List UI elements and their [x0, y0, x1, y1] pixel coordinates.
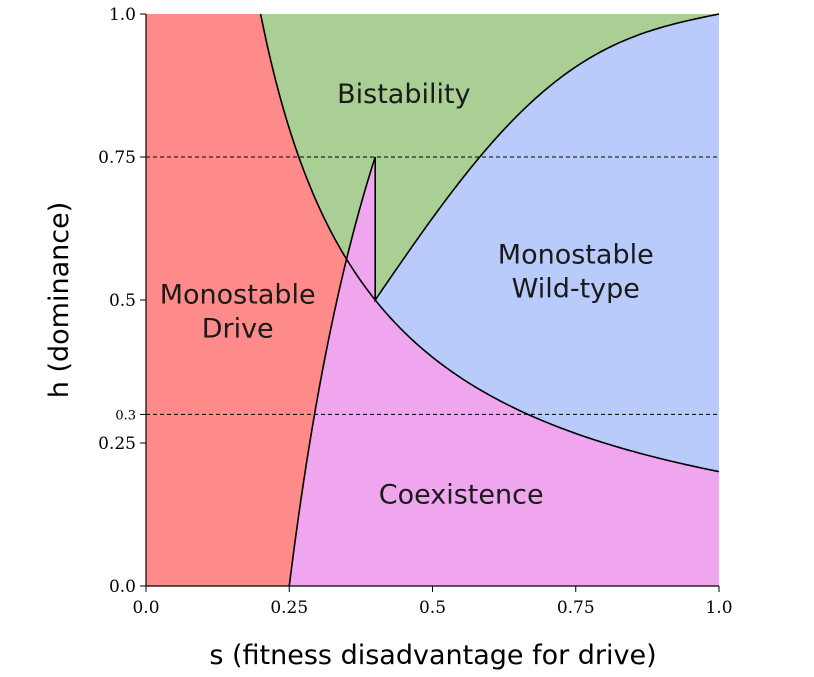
- boundary-wild-type-curve: [288, 13, 720, 587]
- y-tick-label-4: 0.75: [98, 148, 136, 168]
- x-tick-label-4: 1.0: [705, 598, 732, 618]
- region-coexistence: [289, 157, 719, 586]
- y-tick-label-0: 0.0: [109, 577, 136, 597]
- region-label-monostable-wild-type-0: Monostable: [498, 239, 654, 270]
- lines-layer: [146, 13, 720, 587]
- y-tick-label-3: 0.5: [109, 291, 136, 311]
- region-monostable-wild-type: [375, 14, 719, 472]
- region-label-monostable-drive-0: Monostable: [160, 279, 316, 310]
- y-tick-label-5: 1.0: [109, 5, 136, 25]
- labels-layer: MonostableDriveBistabilityMonostableWild…: [160, 79, 654, 510]
- region-label-monostable-wild-type-1: Wild-type: [512, 273, 640, 304]
- x-tick-label-2: 0.5: [419, 598, 446, 618]
- y-tick-label-1: 0.25: [98, 434, 136, 454]
- x-tick-label-3: 0.75: [557, 598, 595, 618]
- x-tick-label-0: 0.0: [132, 598, 159, 618]
- region-label-bistability-0: Bistability: [337, 79, 470, 110]
- region-label-coexistence-0: Coexistence: [379, 479, 544, 510]
- x-axis-title: s (fitness disadvantage for drive): [209, 640, 656, 671]
- y-axis-title: h (dominance): [44, 202, 75, 398]
- axes-layer: 0.0 0.25 0.5 0.75 1.0 0.0 0.25 0.3 0.5 0.75 1.0: [98, 5, 732, 618]
- region-label-monostable-drive-1: Drive: [202, 313, 274, 344]
- x-tick-label-1: 0.25: [270, 598, 308, 618]
- y-tick-label-2: 0.3: [115, 408, 136, 423]
